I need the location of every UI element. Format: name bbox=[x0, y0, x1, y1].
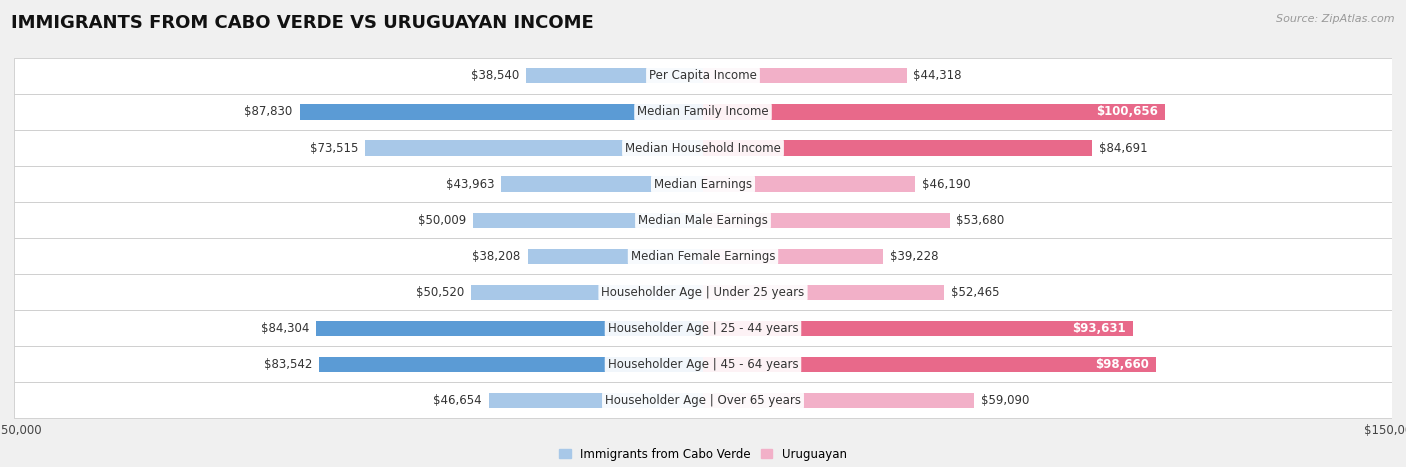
Bar bbox=[489, 393, 703, 408]
Text: Median Male Earnings: Median Male Earnings bbox=[638, 213, 768, 226]
Bar bbox=[703, 321, 1133, 336]
Bar bbox=[703, 357, 1156, 372]
Text: $50,009: $50,009 bbox=[418, 213, 467, 226]
FancyBboxPatch shape bbox=[14, 238, 1392, 274]
Bar bbox=[703, 285, 943, 300]
Text: $83,542: $83,542 bbox=[264, 358, 312, 371]
Bar bbox=[703, 393, 974, 408]
Bar bbox=[526, 68, 703, 84]
Text: $53,680: $53,680 bbox=[956, 213, 1005, 226]
Text: Median Earnings: Median Earnings bbox=[654, 177, 752, 191]
Text: Per Capita Income: Per Capita Income bbox=[650, 70, 756, 82]
Text: $84,304: $84,304 bbox=[260, 322, 309, 335]
Bar bbox=[299, 104, 703, 120]
Text: $93,631: $93,631 bbox=[1073, 322, 1126, 335]
Bar bbox=[703, 248, 883, 264]
FancyBboxPatch shape bbox=[14, 274, 1392, 310]
Text: Source: ZipAtlas.com: Source: ZipAtlas.com bbox=[1277, 14, 1395, 24]
Bar bbox=[527, 248, 703, 264]
Bar bbox=[501, 177, 703, 191]
Text: $73,515: $73,515 bbox=[311, 142, 359, 155]
FancyBboxPatch shape bbox=[14, 58, 1392, 94]
Text: Householder Age | 25 - 44 years: Householder Age | 25 - 44 years bbox=[607, 322, 799, 335]
Text: $46,190: $46,190 bbox=[922, 177, 970, 191]
Bar bbox=[703, 177, 915, 191]
Bar bbox=[471, 285, 703, 300]
Legend: Immigrants from Cabo Verde, Uruguayan: Immigrants from Cabo Verde, Uruguayan bbox=[554, 443, 852, 466]
Text: IMMIGRANTS FROM CABO VERDE VS URUGUAYAN INCOME: IMMIGRANTS FROM CABO VERDE VS URUGUAYAN … bbox=[11, 14, 593, 32]
FancyBboxPatch shape bbox=[14, 166, 1392, 202]
Text: $98,660: $98,660 bbox=[1095, 358, 1149, 371]
FancyBboxPatch shape bbox=[14, 310, 1392, 347]
Text: $39,228: $39,228 bbox=[890, 250, 939, 263]
Text: $44,318: $44,318 bbox=[914, 70, 962, 82]
Bar bbox=[366, 141, 703, 156]
FancyBboxPatch shape bbox=[14, 130, 1392, 166]
Bar bbox=[319, 357, 703, 372]
Text: $50,520: $50,520 bbox=[416, 286, 464, 299]
FancyBboxPatch shape bbox=[14, 347, 1392, 382]
Bar bbox=[703, 212, 949, 228]
Text: Median Household Income: Median Household Income bbox=[626, 142, 780, 155]
Text: $52,465: $52,465 bbox=[950, 286, 1000, 299]
Text: $59,090: $59,090 bbox=[981, 394, 1029, 407]
Text: $38,208: $38,208 bbox=[472, 250, 520, 263]
Bar bbox=[703, 104, 1166, 120]
Bar bbox=[474, 212, 703, 228]
Text: Median Family Income: Median Family Income bbox=[637, 106, 769, 119]
FancyBboxPatch shape bbox=[14, 382, 1392, 418]
FancyBboxPatch shape bbox=[14, 202, 1392, 238]
Text: $84,691: $84,691 bbox=[1099, 142, 1147, 155]
Text: $46,654: $46,654 bbox=[433, 394, 482, 407]
Text: $87,830: $87,830 bbox=[245, 106, 292, 119]
Text: $100,656: $100,656 bbox=[1097, 106, 1159, 119]
Text: $38,540: $38,540 bbox=[471, 70, 519, 82]
FancyBboxPatch shape bbox=[14, 94, 1392, 130]
Text: Householder Age | 45 - 64 years: Householder Age | 45 - 64 years bbox=[607, 358, 799, 371]
Text: Median Female Earnings: Median Female Earnings bbox=[631, 250, 775, 263]
Bar bbox=[703, 68, 907, 84]
Text: Householder Age | Under 25 years: Householder Age | Under 25 years bbox=[602, 286, 804, 299]
Bar bbox=[316, 321, 703, 336]
Text: $43,963: $43,963 bbox=[446, 177, 494, 191]
Text: Householder Age | Over 65 years: Householder Age | Over 65 years bbox=[605, 394, 801, 407]
Bar bbox=[703, 141, 1092, 156]
